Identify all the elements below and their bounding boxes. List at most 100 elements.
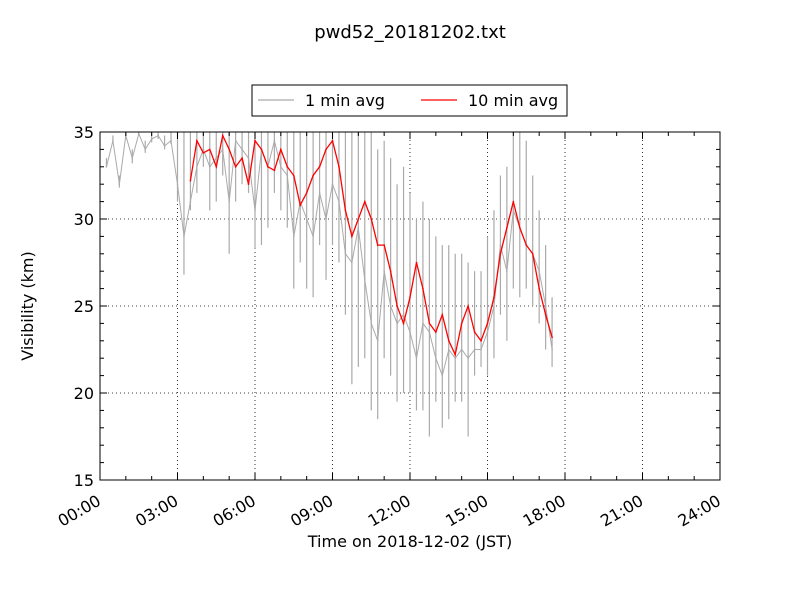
legend-box xyxy=(251,84,568,117)
y-tick-label: 15 xyxy=(74,471,94,490)
series-10-min-avg-point xyxy=(402,322,405,325)
series-1-min-avg-point xyxy=(486,331,489,333)
series-10-min-avg-point xyxy=(234,166,237,168)
series-1-min-avg-point xyxy=(383,270,385,273)
series-10-min-avg-point xyxy=(544,313,547,316)
series-1-min-avg-point xyxy=(234,139,237,142)
series-10-min-avg-point xyxy=(435,331,437,333)
series-10-min-avg-point xyxy=(551,336,553,339)
series-10-min-avg-point xyxy=(518,226,521,229)
series-1-min-avg-point xyxy=(351,261,353,264)
series-10-min-avg-point xyxy=(467,305,469,307)
series-10-min-avg-point xyxy=(260,148,263,151)
series-10-min-avg-point xyxy=(196,139,198,142)
series-1-min-avg-point xyxy=(144,148,147,151)
series-1-min-avg-point xyxy=(312,235,314,238)
legend-label-10-min-avg: 10 min avg xyxy=(468,91,558,110)
series-1-min-avg-point xyxy=(435,357,437,360)
series-1-min-avg-point xyxy=(493,305,495,307)
series-10-min-avg-point xyxy=(409,296,411,299)
series-10-min-avg-point xyxy=(363,200,366,203)
series-10-min-avg-point xyxy=(202,152,205,154)
series-10-min-avg xyxy=(189,133,553,357)
series-10-min-avg-point xyxy=(428,322,431,325)
series-10-min-avg-point xyxy=(486,322,489,325)
series-10-min-avg-point xyxy=(312,174,314,177)
series-1-min-avg-point xyxy=(241,148,243,151)
series-10-min-avg-point xyxy=(493,296,495,299)
series-1-min-avg-point xyxy=(150,138,153,140)
y-tick-label: 35 xyxy=(74,123,94,142)
series-1-min-avg-point xyxy=(305,218,308,220)
y-tick-label: 30 xyxy=(74,210,94,229)
series-1-min-avg-point xyxy=(415,357,418,360)
series-1-min-avg-point xyxy=(131,157,134,159)
series-10-min-avg-point xyxy=(286,166,289,168)
series-1-min-avg-point xyxy=(544,305,547,307)
y-tick-labels: 15 20 25 30 35 xyxy=(74,123,94,490)
series-1-min-avg-point xyxy=(170,139,172,142)
series-1-min-avg-point xyxy=(157,134,159,137)
series-10-min-avg-point xyxy=(325,148,327,151)
series-10-min-avg-point xyxy=(351,235,353,238)
series-10-min-avg-point xyxy=(228,148,230,151)
chart-title: pwd52_20181202.txt xyxy=(314,22,506,43)
series-1-min-avg-point xyxy=(105,166,108,168)
series-10-min-avg-point xyxy=(460,322,463,325)
series-1-min-avg-point xyxy=(344,253,347,255)
series-10-min-avg-point xyxy=(215,166,218,168)
series-10-min-avg-point xyxy=(189,179,192,182)
series-1-min-avg-point xyxy=(506,270,508,273)
series-10-min-avg-point xyxy=(376,244,379,246)
y-tick-label: 25 xyxy=(74,297,94,316)
series-1-min-avg-point xyxy=(480,348,482,351)
grid-lines xyxy=(100,132,720,480)
series-1-min-avg-line xyxy=(106,132,553,378)
series-10-min-avg-point xyxy=(447,340,450,342)
series-10-min-avg-point xyxy=(383,244,385,246)
series-10-min-avg-point xyxy=(241,157,243,159)
series-10-min-avg-point xyxy=(389,270,392,273)
series-1-min-avg-point xyxy=(254,209,256,212)
series-1-min-avg-point xyxy=(215,157,218,159)
series-10-min-avg-point xyxy=(299,204,302,206)
series-10-min-avg-point xyxy=(292,174,295,177)
series-10-min-avg-point xyxy=(499,253,502,255)
series-1-min-avg-point xyxy=(338,200,340,203)
series-10-min-avg-point xyxy=(454,353,457,356)
series-1-min-avg-point xyxy=(428,331,431,333)
series-1-min-avg-point xyxy=(247,157,250,159)
series-10-min-avg-point xyxy=(538,287,540,290)
series-1-min-avg-point xyxy=(454,357,457,360)
series-1-min-avg-point xyxy=(422,322,424,325)
series-1-min-avg xyxy=(105,132,553,437)
series-1-min-avg-point xyxy=(318,192,321,194)
series-1-min-avg-point xyxy=(447,348,450,351)
series-1-min-avg-point xyxy=(370,322,373,325)
series-1-min-avg-point xyxy=(228,200,230,203)
series-1-min-avg-point xyxy=(163,145,166,147)
series-1-min-avg-point xyxy=(363,279,366,281)
series-10-min-avg-point xyxy=(525,244,528,246)
series-1-min-avg-point xyxy=(176,183,179,185)
legend-label-1-min-avg: 1 min avg xyxy=(305,91,385,110)
legend: 1 min avg 10 min avg xyxy=(251,84,568,117)
series-1-min-avg-point xyxy=(376,340,379,342)
series-1-min-avg-point xyxy=(280,166,282,168)
series-1-min-avg-point xyxy=(460,348,463,351)
series-1-min-avg-point xyxy=(202,148,205,151)
series-1-min-avg-point xyxy=(331,183,334,185)
series-10-min-avg-point xyxy=(247,183,250,185)
x-axis-label: Time on 2018-12-02 (JST) xyxy=(307,532,512,551)
series-10-min-avg-point xyxy=(415,261,418,264)
series-1-min-avg-point xyxy=(396,322,398,325)
series-1-min-avg-point xyxy=(551,348,553,351)
series-10-min-avg-point xyxy=(512,200,515,203)
series-1-min-avg-point xyxy=(273,139,276,142)
axis-ticks xyxy=(99,131,721,481)
series-10-min-avg-point xyxy=(480,340,482,342)
series-1-min-avg-point xyxy=(538,270,540,273)
series-1-min-avg-point xyxy=(357,226,360,229)
series-1-min-avg-point xyxy=(467,357,469,360)
